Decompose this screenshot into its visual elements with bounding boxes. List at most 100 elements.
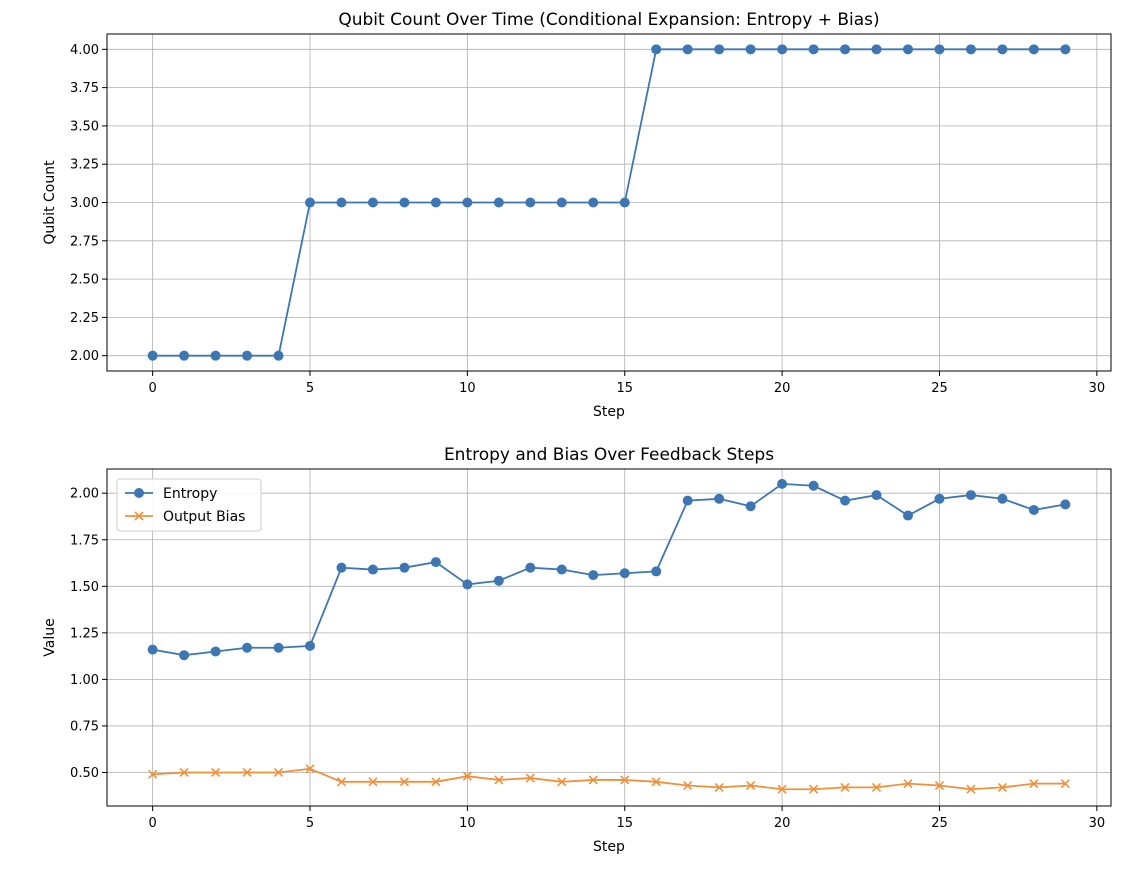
data-point [1060,779,1070,789]
data-point [808,480,819,491]
data-point [965,490,976,501]
data-point [273,350,284,361]
x-tick-label: 0 [148,816,156,831]
data-point [399,777,409,787]
data-point [525,197,536,208]
data-point [525,562,536,573]
data-point [399,562,410,573]
data-point [367,197,378,208]
data-point [399,197,410,208]
data-point [1028,504,1039,515]
data-point [1060,499,1071,510]
x-tick-label: 10 [459,816,476,831]
data-point [871,44,882,55]
data-point [682,495,693,506]
series-line-qubit-count [152,48,1066,357]
data-point [147,350,158,361]
series-line-entropy [152,482,1066,657]
legend-label: Output Bias [163,509,245,525]
data-point [211,767,221,778]
data-point [179,650,190,661]
data-point [273,642,284,653]
data-point [934,780,945,791]
axes-frame [106,468,1112,807]
data-point [620,775,630,785]
data-point [1028,44,1039,55]
x-tick-label: 25 [931,816,948,831]
data-point [242,767,252,778]
data-point [902,44,913,55]
data-point [651,566,662,577]
y-tick-label: 2.00 [70,487,99,502]
legend-marker [134,511,144,521]
x-tick-label: 5 [306,381,314,396]
y-tick-label: 2.25 [70,311,99,326]
legend-marker [134,488,144,498]
x-tick-label: 10 [459,381,476,396]
y-tick-label: 3.25 [70,158,99,173]
x-axis-label: Step [593,404,625,420]
data-point [494,775,504,785]
data-point [588,570,599,581]
data-point [934,493,945,504]
data-point [336,777,347,787]
chart-title: Entropy and Bias Over Feedback Steps [444,445,774,465]
data-point [242,642,253,653]
x-tick-label: 25 [931,381,948,396]
data-point [556,197,567,208]
data-point [746,780,756,791]
y-tick-label: 1.75 [70,533,99,548]
y-tick-label: 4.00 [70,43,99,58]
data-point [966,784,976,794]
data-point [430,557,441,568]
data-point [336,197,347,208]
y-tick-label: 3.50 [70,119,99,134]
chart-2: 0 5 10 15 20 25 30 0.50 0.75 1.00 1.25 1.50 1.75 2.00… [42,445,1112,855]
data-point [902,510,913,521]
data-point [493,575,504,586]
x-tick-label: 20 [774,816,791,831]
y-tick-label: 2.75 [70,234,99,249]
data-point [997,44,1008,55]
data-point [934,44,945,55]
data-point [430,197,441,208]
data-point [210,646,221,657]
data-point [997,493,1008,504]
data-point [651,777,661,787]
data-point [367,564,378,575]
data-point [179,767,189,778]
data-point [777,784,787,794]
x-tick-label: 5 [306,816,314,831]
data-point [147,644,158,655]
x-tick-label: 15 [616,816,633,831]
data-point [840,782,850,792]
data-point [714,782,724,792]
data-point [210,350,221,361]
data-point [305,640,316,651]
data-point [840,495,851,506]
data-point [493,197,504,208]
y-axis-label: Qubit Count [42,160,58,245]
data-point [305,764,315,774]
data-point [462,579,473,590]
legend-box [116,478,262,532]
legend-label: Entropy [163,486,217,502]
y-tick-label: 3.00 [70,196,99,211]
x-tick-label: 20 [774,381,791,396]
data-point [525,773,535,783]
data-point [305,197,316,208]
data-point [1060,44,1071,55]
data-point [462,197,473,208]
y-axis-label: Value [42,618,58,656]
data-point [683,780,693,791]
chart-title: Qubit Count Over Time (Conditional Expan… [338,10,879,30]
x-tick-label: 30 [1089,816,1106,831]
data-point [556,564,567,575]
x-tick-label: 0 [148,381,156,396]
data-point [871,782,882,792]
data-point [745,501,756,512]
data-point [431,777,441,787]
data-point [462,771,472,781]
y-tick-label: 2.50 [70,273,99,288]
